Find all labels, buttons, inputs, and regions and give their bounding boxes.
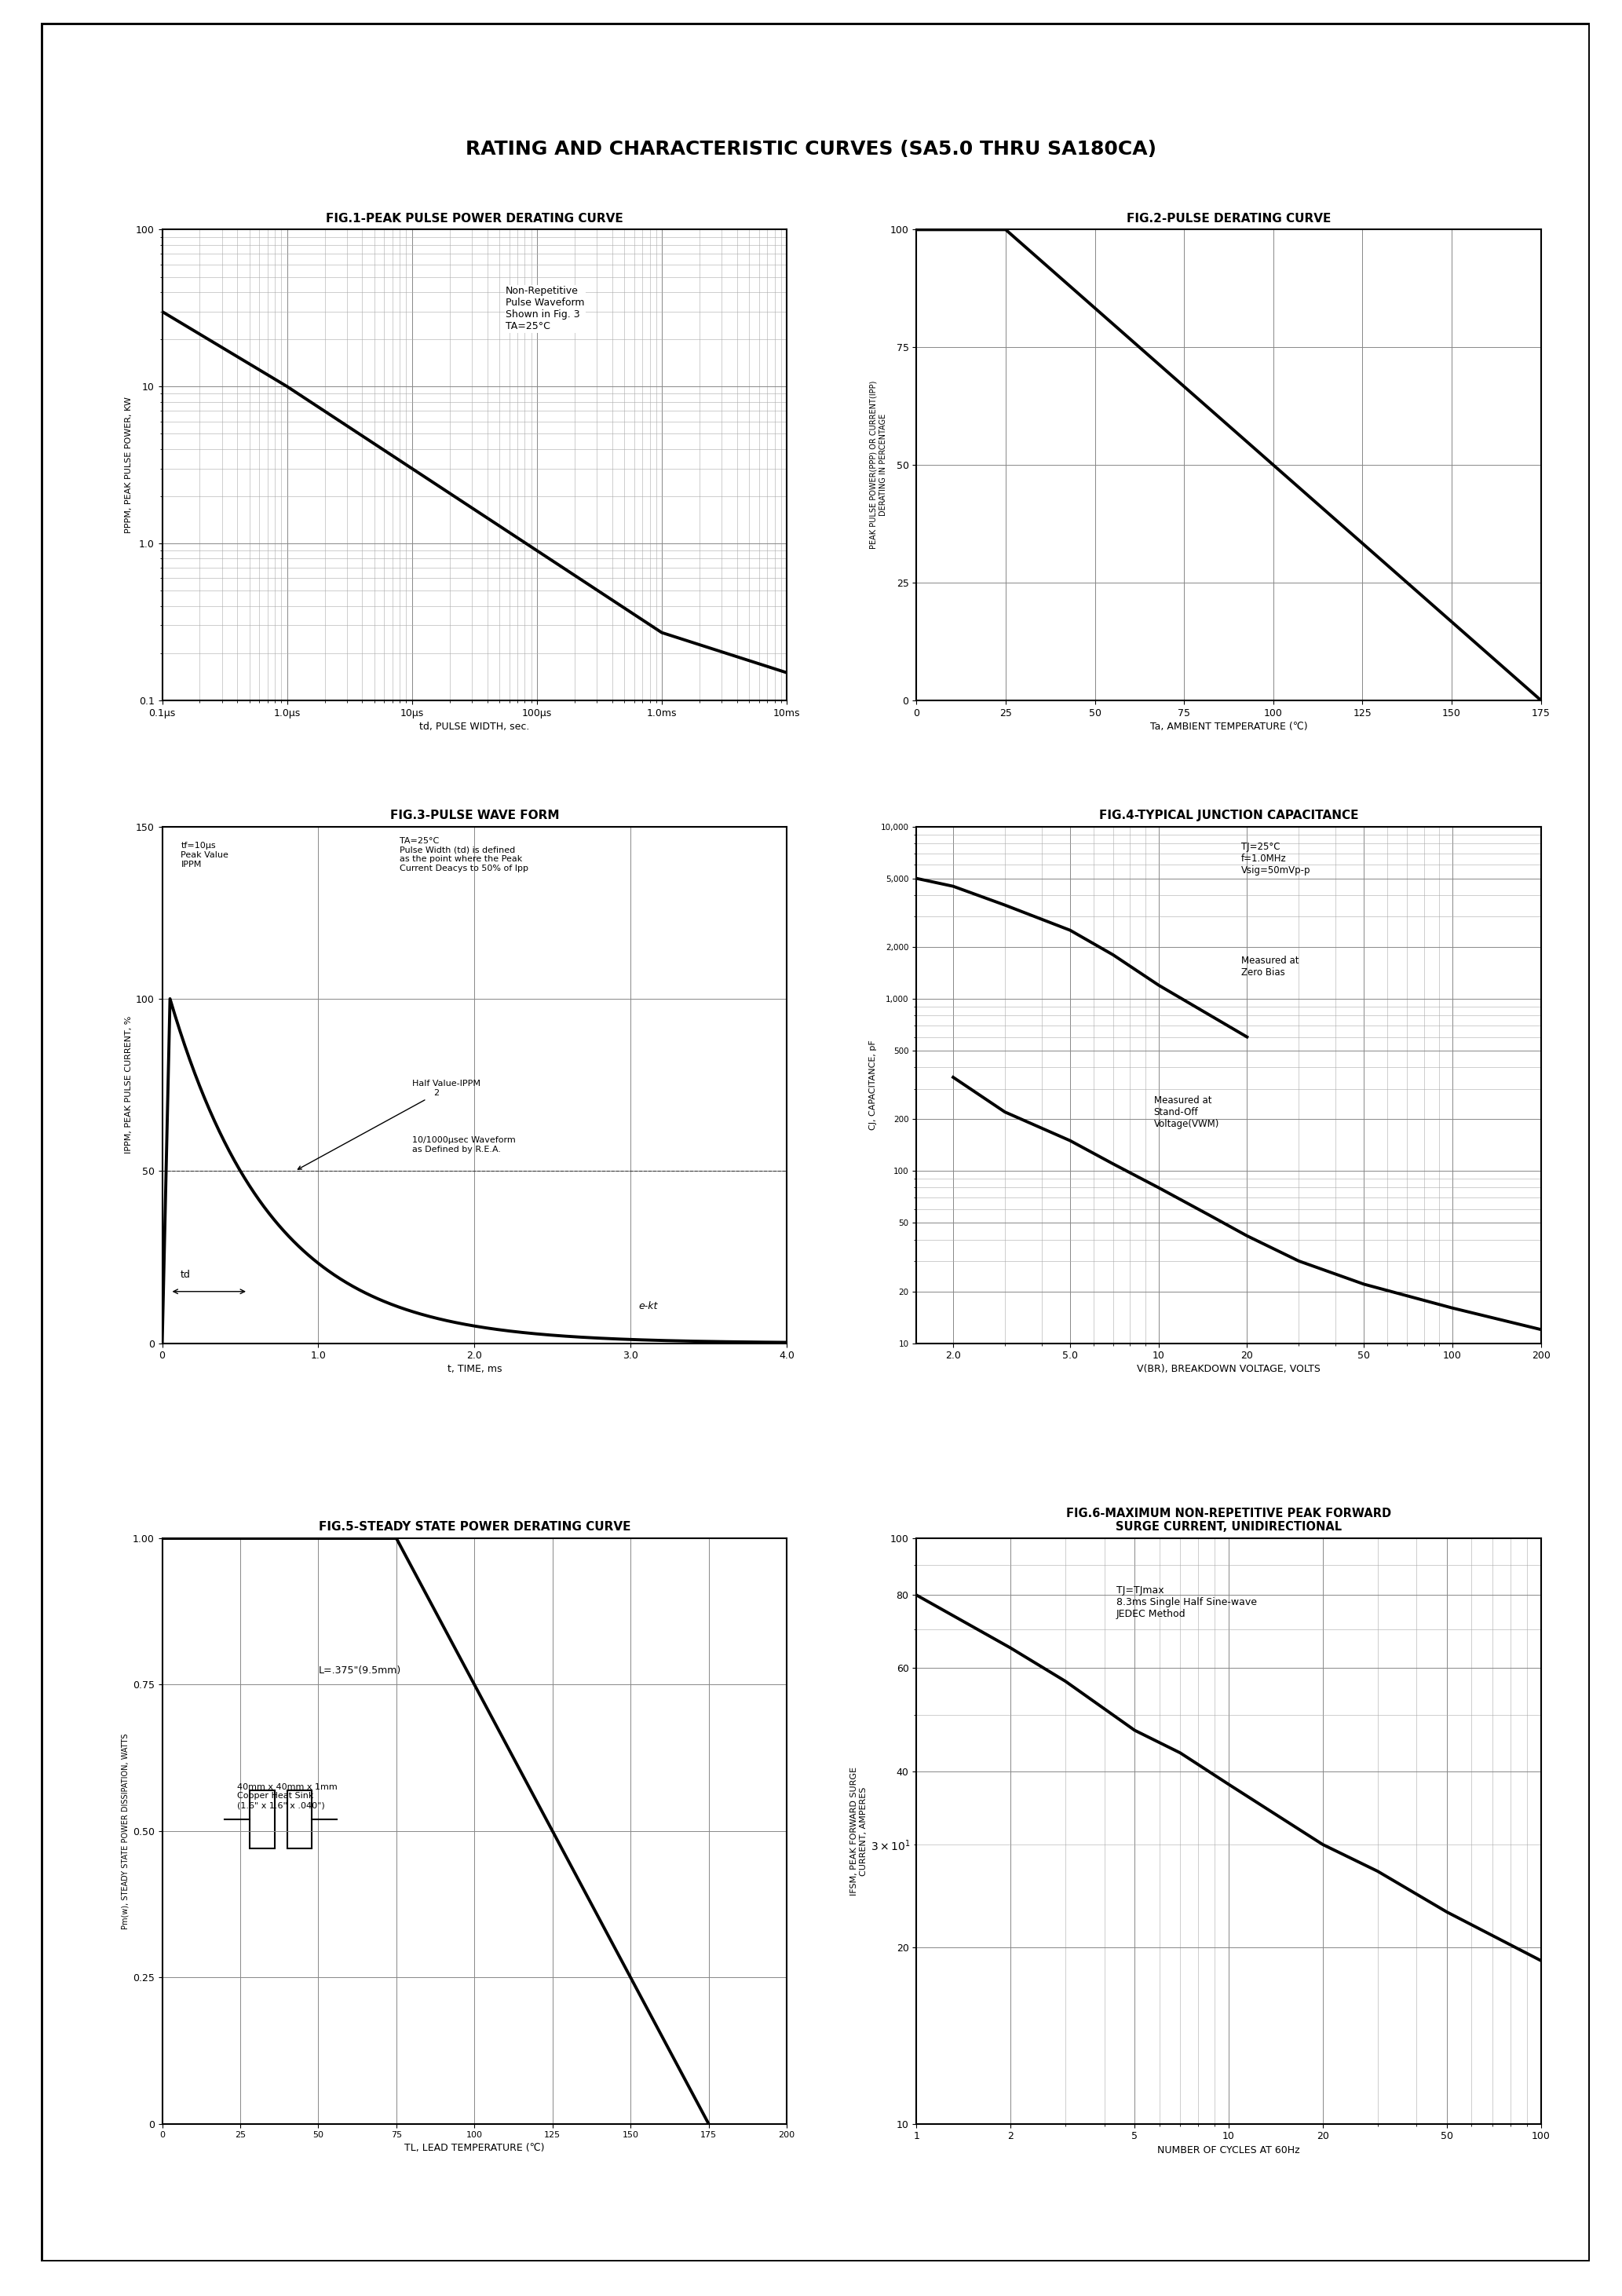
Title: FIG.3-PULSE WAVE FORM: FIG.3-PULSE WAVE FORM bbox=[389, 810, 560, 822]
X-axis label: NUMBER OF CYCLES AT 60Hz: NUMBER OF CYCLES AT 60Hz bbox=[1158, 2144, 1299, 2156]
Text: Measured at
Zero Bias: Measured at Zero Bias bbox=[1241, 955, 1299, 978]
Text: RATING AND CHARACTERISTIC CURVES (SA5.0 THRU SA180CA): RATING AND CHARACTERISTIC CURVES (SA5.0 … bbox=[466, 140, 1156, 158]
Text: td: td bbox=[180, 1270, 191, 1281]
Text: 10/1000μsec Waveform
as Defined by R.E.A.: 10/1000μsec Waveform as Defined by R.E.A… bbox=[412, 1137, 516, 1153]
Title: FIG.4-TYPICAL JUNCTION CAPACITANCE: FIG.4-TYPICAL JUNCTION CAPACITANCE bbox=[1100, 810, 1358, 822]
Y-axis label: IPPM, PEAK PULSE CURRENT, %: IPPM, PEAK PULSE CURRENT, % bbox=[125, 1017, 133, 1153]
Text: Non-Repetitive
Pulse Waveform
Shown in Fig. 3
TA=25°C: Non-Repetitive Pulse Waveform Shown in F… bbox=[506, 287, 584, 331]
Text: 40mm x 40mm x 1mm
Copper Heat Sink
(1.6" x 1.6" x .040"): 40mm x 40mm x 1mm Copper Heat Sink (1.6"… bbox=[237, 1784, 337, 1809]
Y-axis label: PPPM, PEAK PULSE POWER, KW: PPPM, PEAK PULSE POWER, KW bbox=[125, 397, 133, 533]
Title: FIG.2-PULSE DERATING CURVE: FIG.2-PULSE DERATING CURVE bbox=[1126, 214, 1332, 225]
Text: tf=10μs
Peak Value
IPPM: tf=10μs Peak Value IPPM bbox=[182, 843, 229, 868]
Title: FIG.6-MAXIMUM NON-REPETITIVE PEAK FORWARD
SURGE CURRENT, UNIDIRECTIONAL: FIG.6-MAXIMUM NON-REPETITIVE PEAK FORWAR… bbox=[1066, 1508, 1392, 1534]
Text: TA=25°C
Pulse Width (td) is defined
as the point where the Peak
Current Deacys t: TA=25°C Pulse Width (td) is defined as t… bbox=[399, 838, 529, 872]
Y-axis label: IFSM, PEAK FORWARD SURGE
CURRENT, AMPERES: IFSM, PEAK FORWARD SURGE CURRENT, AMPERE… bbox=[850, 1766, 868, 1896]
X-axis label: td, PULSE WIDTH, sec.: td, PULSE WIDTH, sec. bbox=[420, 721, 529, 732]
X-axis label: V(BR), BREAKDOWN VOLTAGE, VOLTS: V(BR), BREAKDOWN VOLTAGE, VOLTS bbox=[1137, 1364, 1320, 1375]
Text: Half Value-IPPM
        2: Half Value-IPPM 2 bbox=[298, 1079, 480, 1169]
X-axis label: Ta, AMBIENT TEMPERATURE (℃): Ta, AMBIENT TEMPERATURE (℃) bbox=[1150, 721, 1307, 732]
Y-axis label: CJ, CAPACITANCE, pF: CJ, CAPACITANCE, pF bbox=[869, 1040, 878, 1130]
Text: TJ=TJmax
8.3ms Single Half Sine-wave
JEDEC Method: TJ=TJmax 8.3ms Single Half Sine-wave JED… bbox=[1116, 1584, 1257, 1619]
Title: FIG.5-STEADY STATE POWER DERATING CURVE: FIG.5-STEADY STATE POWER DERATING CURVE bbox=[318, 1522, 631, 1534]
Text: L=.375"(9.5mm): L=.375"(9.5mm) bbox=[318, 1665, 401, 1676]
Title: FIG.1-PEAK PULSE POWER DERATING CURVE: FIG.1-PEAK PULSE POWER DERATING CURVE bbox=[326, 214, 623, 225]
Text: TJ=25°C
f=1.0MHz
Vsig=50mVp-p: TJ=25°C f=1.0MHz Vsig=50mVp-p bbox=[1241, 843, 1311, 875]
Bar bbox=[250, 1791, 274, 1848]
Bar bbox=[287, 1791, 311, 1848]
X-axis label: t, TIME, ms: t, TIME, ms bbox=[448, 1364, 501, 1375]
Y-axis label: Pm(w), STEADY STATE POWER DISSIPATION, WATTS: Pm(w), STEADY STATE POWER DISSIPATION, W… bbox=[122, 1733, 130, 1929]
Text: e-kt: e-kt bbox=[639, 1302, 657, 1311]
Text: Measured at
Stand-Off
Voltage(VWM): Measured at Stand-Off Voltage(VWM) bbox=[1153, 1095, 1220, 1130]
Y-axis label: PEAK PULSE POWER(PPP) OR CURRENT(IPP)
DERATING IN PERCENTAGE: PEAK PULSE POWER(PPP) OR CURRENT(IPP) DE… bbox=[869, 381, 887, 549]
X-axis label: TL, LEAD TEMPERATURE (℃): TL, LEAD TEMPERATURE (℃) bbox=[404, 2142, 545, 2154]
